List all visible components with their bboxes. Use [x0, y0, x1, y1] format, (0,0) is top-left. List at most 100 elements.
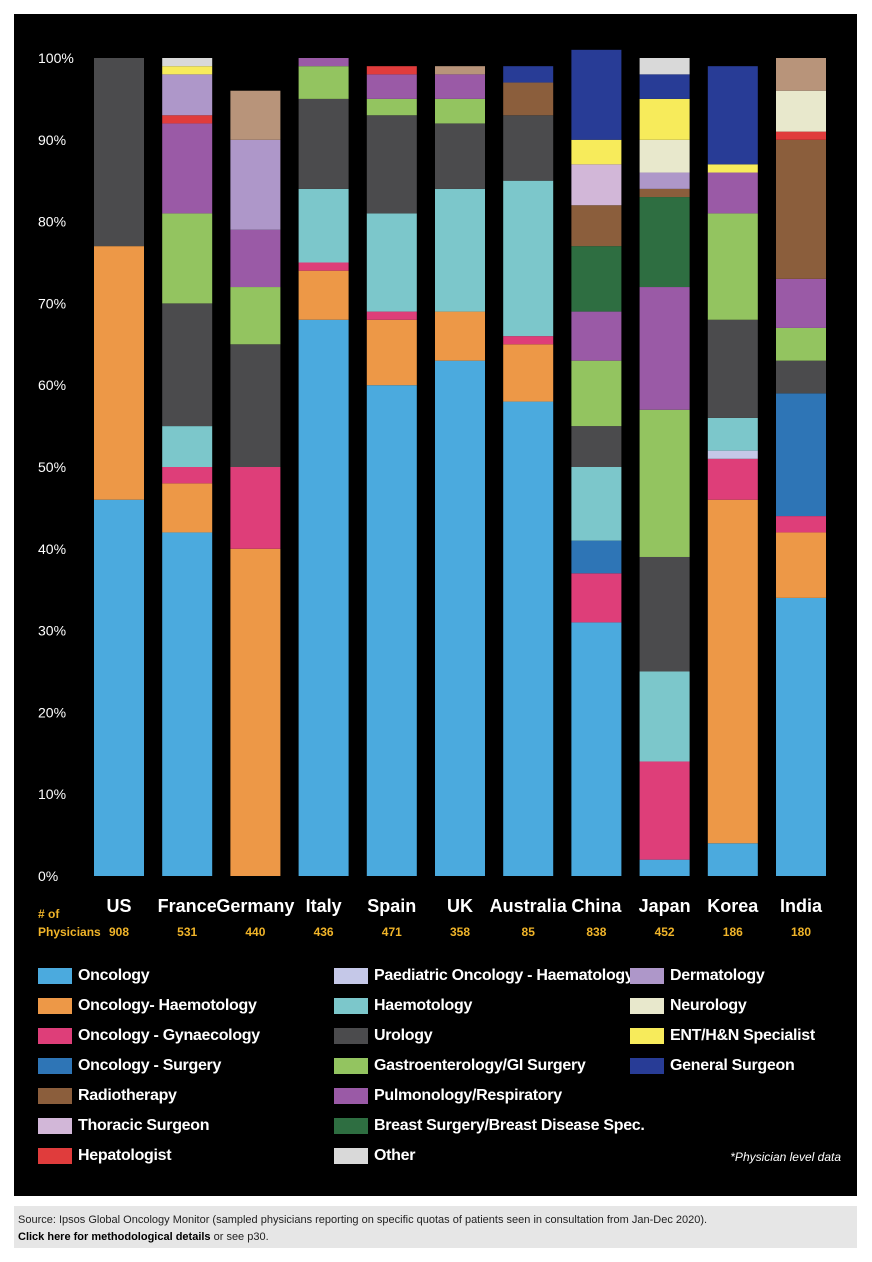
source-line-2: Click here for methodological details or…	[18, 1231, 269, 1243]
bar-segment	[707, 319, 758, 418]
legend-item: Oncology - Gynaecology	[38, 1026, 260, 1046]
bar-segment	[366, 115, 417, 214]
legend-item: Thoracic Surgeon	[38, 1116, 210, 1136]
bar-segment	[776, 360, 826, 394]
x-category-label: Japan	[639, 896, 691, 916]
y-tick-label: 70%	[38, 295, 66, 311]
legend-item: Oncology - Surgery	[38, 1056, 221, 1076]
x-category-label: Australia	[490, 896, 568, 916]
legend-item: Breast Surgery/Breast Disease Spec.	[334, 1116, 645, 1136]
physicians-label: # of	[38, 907, 60, 921]
footnote: *Physician level data	[730, 1150, 841, 1164]
legend-label: Urology	[374, 1027, 433, 1044]
bar-segment	[298, 188, 349, 263]
bar-segment	[503, 82, 554, 116]
x-category-label: China	[571, 896, 622, 916]
x-category-label: UK	[447, 896, 473, 916]
bar-segment	[571, 622, 622, 876]
bar-segment	[571, 139, 622, 165]
legend-swatch	[630, 968, 664, 984]
stacked-bar-chart: 0% 10% 20% 30% 40% 50% 60% 70% 80% 90% 100% US 908 Fr…	[38, 49, 826, 939]
legend-item: Other	[334, 1146, 415, 1166]
bar-segment	[162, 123, 213, 214]
legend-label: Hepatologist	[78, 1147, 172, 1164]
x-category-label: Italy	[306, 896, 342, 916]
bar-segment	[776, 516, 826, 533]
legend-item: Neurology	[630, 996, 747, 1016]
bar-segment	[298, 58, 349, 67]
bar-segment	[162, 58, 213, 67]
bar-segment	[707, 458, 758, 500]
legend-swatch	[38, 968, 72, 984]
bar-segment	[639, 139, 690, 173]
legend-item: Oncology	[38, 966, 150, 986]
x-category-label: US	[106, 896, 131, 916]
legend-label: Oncology- Haemotology	[78, 997, 257, 1014]
bar-segment	[639, 58, 690, 75]
bar-segment	[366, 311, 417, 320]
bar-segment	[571, 311, 622, 361]
legend-label: Thoracic Surgeon	[78, 1117, 210, 1134]
bar-segment	[639, 74, 690, 99]
legend-label: Radiotherapy	[78, 1087, 177, 1104]
bar-segment	[707, 843, 758, 876]
physician-count: 908	[109, 925, 129, 939]
source-text: Source: Ipsos Global Oncology Monitor (s…	[18, 1214, 708, 1226]
legend-item: Hepatologist	[38, 1146, 172, 1166]
x-category-label: India	[780, 896, 823, 916]
bar-segment	[639, 172, 690, 189]
y-tick-label: 80%	[38, 214, 66, 230]
physicians-label: Physicians	[38, 925, 101, 939]
bar-segment	[230, 287, 281, 345]
legend-item: Pulmonology/Respiratory	[334, 1086, 562, 1106]
bar-segment	[776, 58, 826, 91]
bar-segment	[162, 74, 213, 116]
bar-segment	[366, 385, 417, 876]
bar-segment	[298, 270, 349, 320]
legend-label: Oncology - Gynaecology	[78, 1027, 260, 1044]
legend-swatch	[38, 1148, 72, 1164]
bar-segment	[162, 426, 213, 467]
bar-segment	[639, 188, 690, 198]
y-tick-label: 100%	[38, 50, 74, 66]
bar-segment	[503, 66, 554, 83]
bar-segment	[776, 393, 826, 517]
bar-segment	[571, 360, 622, 427]
bar-segment	[571, 246, 622, 312]
bar-segment	[435, 66, 485, 75]
physician-count: 531	[177, 925, 197, 939]
legend-item: Oncology- Haemotology	[38, 996, 257, 1016]
bar-segment	[776, 597, 826, 876]
legend-label: Dermatology	[670, 967, 765, 984]
x-category-label: Germany	[216, 896, 294, 916]
y-tick-label: 90%	[38, 132, 66, 148]
bar-segment	[503, 401, 554, 876]
bar-segment	[571, 205, 622, 247]
legend-item: Haemotology	[334, 996, 472, 1016]
bar-segment	[639, 556, 690, 672]
bar-segment	[94, 246, 144, 500]
legend-swatch	[38, 1028, 72, 1044]
physician-count: 452	[655, 925, 675, 939]
bar-segment	[435, 98, 485, 124]
bar-segment	[435, 311, 485, 361]
physician-count: 471	[382, 925, 402, 939]
bar-segment	[639, 409, 690, 557]
bar-segment	[162, 467, 213, 484]
legend-item: Dermatology	[630, 966, 765, 986]
legend-label: Pulmonology/Respiratory	[374, 1087, 562, 1104]
bar-segment	[230, 344, 281, 467]
bar-segment	[707, 172, 758, 214]
bar-segment	[776, 532, 826, 598]
chart-panel: 0% 10% 20% 30% 40% 50% 60% 70% 80% 90% 100% US 908 Fr…	[14, 14, 857, 1196]
bar-segment	[230, 467, 281, 549]
bar-segment	[707, 417, 758, 451]
bar-segment	[639, 761, 690, 860]
bar-segment	[571, 573, 622, 623]
y-tick-label: 20%	[38, 704, 66, 720]
bar-segment	[366, 319, 417, 386]
methodology-link[interactable]: Click here for methodological details	[18, 1231, 211, 1243]
legend-item: Paediatric Oncology - Haematology	[334, 966, 634, 986]
bar-segment	[639, 287, 690, 410]
bar-segment	[639, 859, 690, 876]
